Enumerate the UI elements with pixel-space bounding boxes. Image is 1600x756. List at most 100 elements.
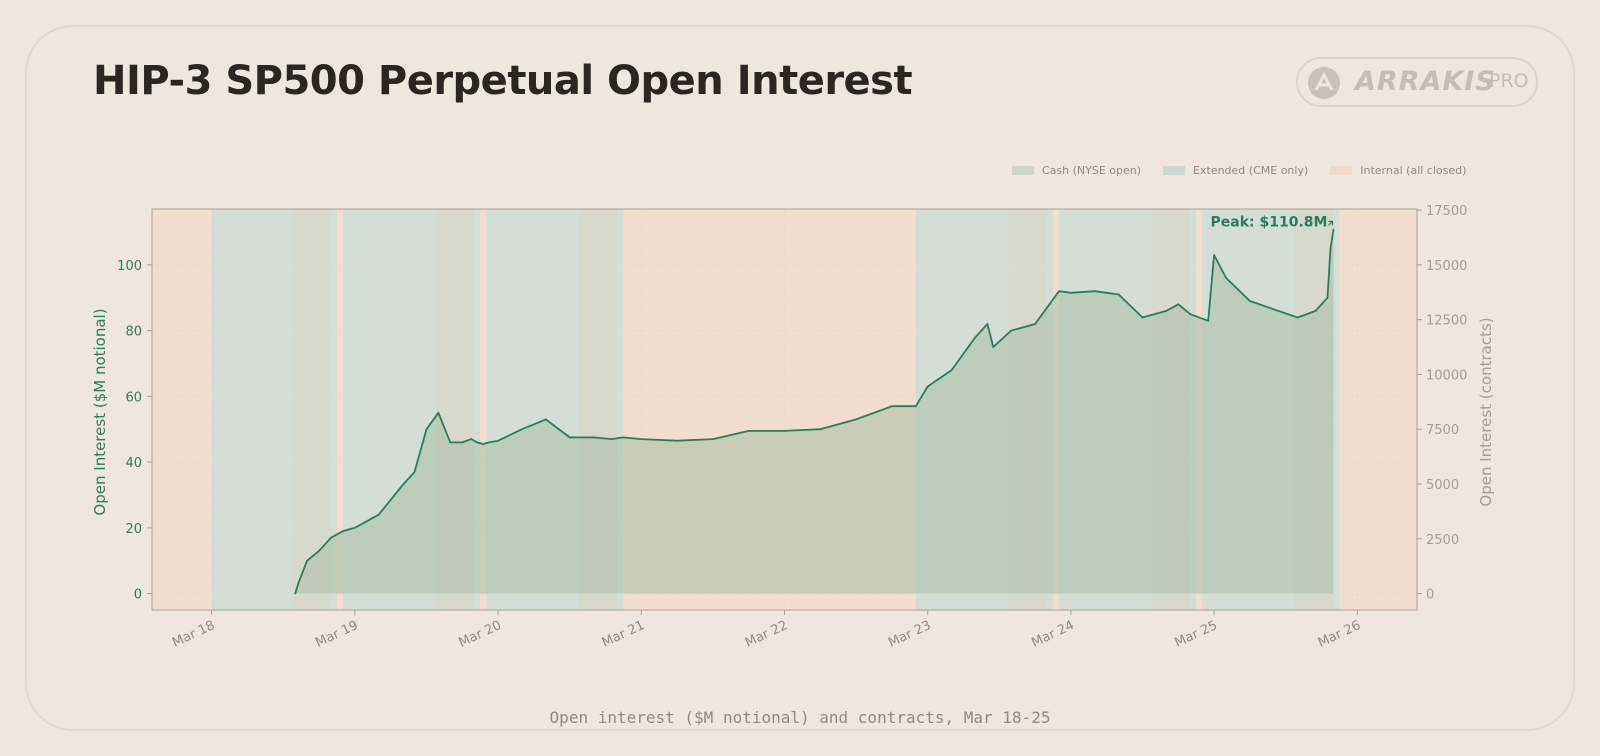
data-point: [1010, 329, 1012, 332]
data-point: [1225, 277, 1227, 279]
data-point: [855, 418, 857, 421]
arrakis-logo-icon: [1308, 67, 1340, 99]
data-point: [676, 439, 678, 442]
data-point: [712, 438, 714, 440]
data-point: [1034, 323, 1036, 325]
legend-item-extended: Extended (CME only): [1163, 164, 1308, 177]
data-point: [1189, 313, 1192, 316]
session-band-extended: [1333, 209, 1340, 610]
data-point: [974, 336, 977, 339]
session-band-extended: [331, 209, 337, 610]
legend-swatch-cash: [1012, 166, 1034, 175]
session-band-extended: [474, 209, 481, 610]
data-point: [1058, 290, 1060, 293]
data-point: [413, 471, 416, 473]
data-point: [926, 385, 929, 388]
data-point: [318, 550, 320, 552]
peak-arrow-icon: [1328, 220, 1334, 226]
legend-swatch-internal: [1330, 166, 1353, 175]
data-point: [950, 369, 953, 371]
y-tick-label: 60: [125, 390, 142, 405]
session-band-extended: [617, 209, 624, 610]
data-point: [497, 439, 499, 442]
y2-tick-label: 2500: [1426, 533, 1459, 548]
legend-item-internal: Internal (all closed): [1330, 164, 1466, 177]
logo-pro-text: PRO: [1489, 70, 1529, 92]
data-point: [1326, 296, 1329, 299]
data-point: [521, 428, 523, 431]
data-point: [354, 527, 356, 529]
data-point: [476, 441, 479, 444]
y-tick-label: 40: [125, 456, 142, 471]
session-band-internal: [152, 209, 212, 610]
legend-label-cash: Cash (NYSE open): [1042, 164, 1142, 177]
data-point: [449, 441, 452, 444]
legend-item-cash: Cash (NYSE open): [1012, 164, 1141, 177]
y2-tick-label: 5000: [1426, 478, 1459, 493]
data-point: [297, 582, 300, 585]
y-tick-label: 80: [125, 325, 142, 340]
data-point: [1207, 320, 1209, 322]
y-tick-label: 20: [125, 522, 142, 537]
data-point: [640, 438, 643, 440]
data-point: [482, 443, 485, 445]
left-axis-label: Open Interest ($M notional): [91, 308, 109, 515]
data-point: [819, 428, 822, 431]
data-point: [1094, 290, 1096, 293]
right-axis-ticks: 0 2500 5000 7500 10000 12500 15000 17500: [1417, 204, 1467, 603]
data-point: [783, 430, 786, 432]
data-point: [1332, 228, 1335, 231]
session-band-cash: [292, 209, 332, 610]
data-point: [1296, 316, 1299, 319]
data-point: [425, 428, 428, 431]
data-point: [1117, 293, 1120, 296]
chart-legend: Cash (NYSE open) Extended (CME only) Int…: [1012, 164, 1466, 177]
data-point: [342, 530, 344, 532]
data-point: [1273, 308, 1275, 311]
data-point: [747, 430, 750, 432]
data-point: [622, 436, 625, 439]
legend-label-extended: Extended (CME only): [1193, 164, 1309, 177]
data-point: [294, 592, 297, 595]
open-interest-area: [295, 229, 1334, 594]
peak-annotation: Peak: $110.8M: [1211, 214, 1328, 230]
y2-tick-label: 7500: [1426, 423, 1459, 438]
legend-swatch-extended: [1163, 166, 1186, 175]
chart-title: HIP-3 SP500 Perpetual Open Interest: [93, 58, 913, 104]
data-point: [1165, 310, 1168, 312]
x-axis-ticks: Mar 18 Mar 19 Mar 20 Mar 21 Mar 22 Mar 23 Mar …: [170, 610, 1363, 651]
session-band-internal: [480, 209, 487, 610]
data-point: [1070, 292, 1072, 294]
data-point: [470, 438, 473, 440]
data-point: [377, 513, 380, 516]
data-point: [986, 323, 989, 325]
session-band-extended: [211, 209, 293, 610]
x-tick-label: Mar 18: [170, 618, 217, 651]
data-point: [330, 536, 332, 539]
left-axis-ticks: 0 20 40 60 80 100: [117, 259, 152, 603]
y2-tick-label: 12500: [1426, 314, 1467, 329]
data-point: [461, 441, 464, 444]
data-point: [891, 405, 893, 408]
y-tick-label: 100: [117, 259, 142, 274]
data-point: [401, 484, 404, 486]
logo-brand-text: ARRAKIS: [1355, 66, 1496, 97]
area-layer: [294, 228, 1335, 595]
x-tick-label: Mar 22: [743, 618, 790, 651]
data-point: [1249, 300, 1251, 302]
x-tick-label: Mar 21: [600, 618, 647, 651]
y2-tick-label: 17500: [1426, 204, 1467, 219]
data-point: [1329, 247, 1332, 250]
y2-tick-label: 0: [1426, 588, 1434, 603]
brand-logo[interactable]: ARRAKIS PRO: [1296, 57, 1538, 107]
data-point: [610, 438, 613, 440]
y2-tick-label: 15000: [1426, 259, 1467, 274]
chart-caption: Open interest ($M notional) and contract…: [549, 708, 1051, 727]
data-point: [1141, 316, 1144, 319]
x-tick-label: Mar 23: [886, 618, 933, 651]
session-band-internal: [336, 209, 343, 610]
x-tick-label: Mar 25: [1173, 618, 1220, 651]
x-tick-label: Mar 26: [1316, 618, 1363, 651]
data-point: [545, 418, 547, 421]
